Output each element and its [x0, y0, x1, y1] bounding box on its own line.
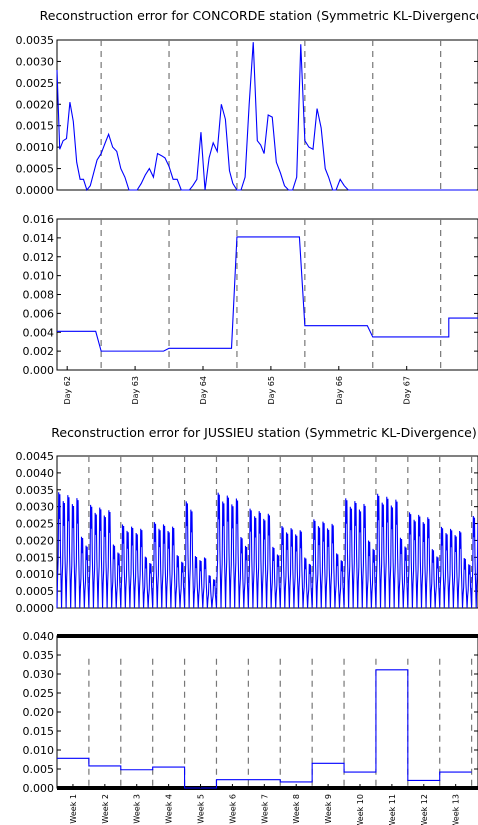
y-tick-label: 0.0000: [16, 602, 55, 615]
y-tick-label: 0.008: [23, 289, 55, 302]
y-tick-label: 0.000: [23, 364, 55, 377]
x-tick-label: Week 4: [165, 794, 174, 824]
y-tick-label: 0.014: [23, 232, 55, 245]
y-tick-label: 0.015: [23, 725, 55, 738]
y-tick-label: 0.030: [23, 668, 55, 681]
concorde-error-line: [56, 42, 477, 192]
x-tick-label: Week 6: [228, 794, 237, 824]
y-tick-label: 0.025: [23, 687, 55, 700]
y-tick-label: 0.0010: [16, 568, 55, 581]
x-tick-label: Week 8: [292, 794, 301, 824]
x-tick-label: Week 12: [420, 794, 429, 825]
concorde-title: Reconstruction error for CONCORDE statio…: [40, 8, 478, 23]
y-tick-label: 0.010: [23, 744, 55, 757]
y-tick-label: 0.0035: [16, 34, 55, 47]
y-tick-label: 0.0035: [16, 484, 55, 497]
y-tick-label: 0.0030: [16, 55, 55, 68]
plot-frame-1: [56, 39, 478, 191]
y-tick-label: 0.000: [23, 782, 55, 795]
y-tick-label: 0.0025: [16, 77, 55, 90]
y-tick-label: 0.0045: [16, 450, 55, 463]
concorde-daily-line: [57, 236, 478, 352]
x-tick-label: Week 13: [452, 794, 461, 825]
y-tick-label: 0.0015: [16, 551, 55, 564]
x-tick-label: Day 64: [199, 376, 208, 405]
x-tick-label: Day 66: [335, 376, 344, 405]
y-tick-label: 0.004: [23, 326, 55, 339]
y-tick-label: 0.0030: [16, 501, 55, 514]
y-tick-label: 0.0010: [16, 141, 55, 154]
y-tick-label: 0.035: [23, 649, 55, 662]
x-tick-label: Day 65: [267, 376, 276, 405]
x-tick-label: Week 7: [260, 794, 269, 824]
y-tick-label: 0.016: [23, 213, 55, 226]
y-tick-label: 0.002: [23, 345, 55, 358]
x-tick-label: Week 2: [101, 794, 110, 824]
x-tick-label: Week 5: [197, 794, 206, 824]
plot-frame-2: [56, 218, 478, 371]
y-tick-label: 0.0020: [16, 534, 55, 547]
y-tick-label: 0.040: [23, 630, 55, 643]
x-tick-label: Day 67: [403, 376, 412, 405]
x-tick-label: Day 63: [131, 376, 140, 405]
y-tick-label: 0.0005: [16, 163, 55, 176]
x-tick-label: Week 11: [388, 794, 397, 825]
y-tick-label: 0.012: [23, 251, 55, 264]
y-tick-label: 0.0025: [16, 518, 55, 531]
jussieu-title: Reconstruction error for JUSSIEU station…: [51, 425, 476, 440]
y-tick-label: 0.006: [23, 307, 55, 320]
y-tick-label: 0.0040: [16, 467, 55, 480]
y-tick-label: 0.020: [23, 706, 55, 719]
plot-frame-4: [56, 635, 478, 789]
y-tick-label: 0.010: [23, 270, 55, 283]
x-tick-label: Week 9: [324, 794, 333, 824]
y-tick-label: 0.005: [23, 763, 55, 776]
jussieu-error-line: [56, 492, 478, 609]
plot-frame-3: [56, 455, 478, 609]
y-tick-label: 0.0005: [16, 585, 55, 598]
y-tick-label: 0.0015: [16, 120, 55, 133]
x-tick-label: Week 3: [133, 794, 142, 824]
x-tick-label: Week 1: [69, 794, 78, 824]
x-tick-label: Day 62: [63, 376, 72, 405]
jussieu-weekly-line: [57, 669, 472, 789]
y-tick-label: 0.0020: [16, 98, 55, 111]
x-tick-label: Week 10: [356, 794, 365, 825]
y-tick-label: 0.0000: [16, 184, 55, 197]
